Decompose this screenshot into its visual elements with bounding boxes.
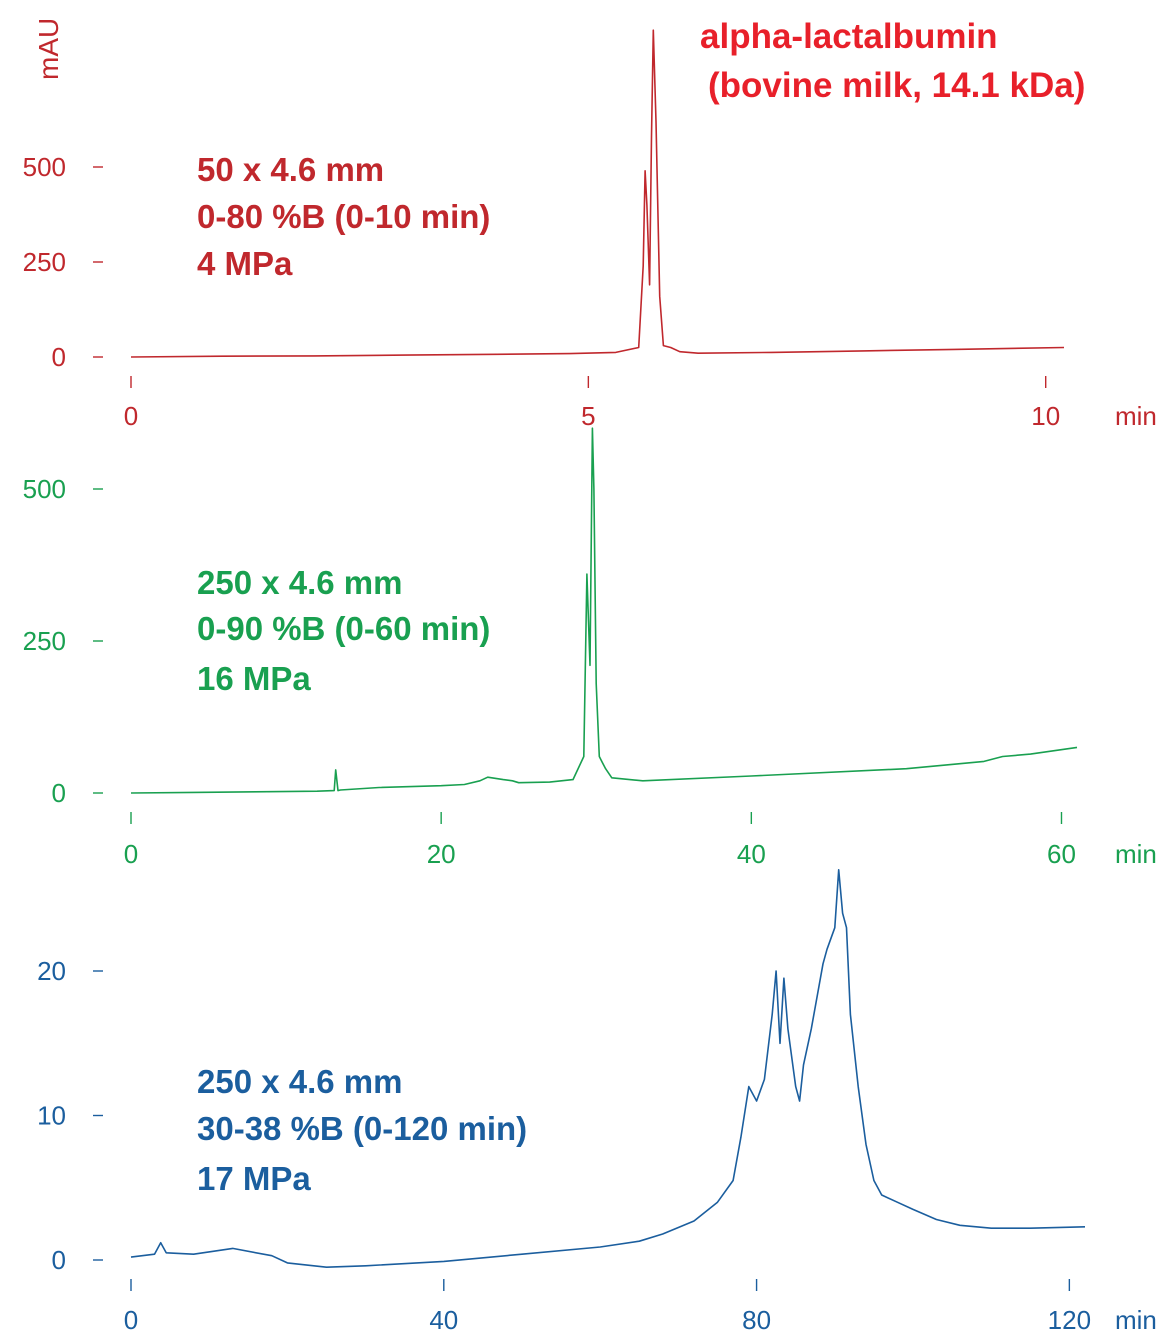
y-tick-label: 250 [23, 626, 66, 656]
condition-text: 0-90 %B (0-60 min) [197, 610, 490, 647]
y-axis-label: mAU [33, 18, 64, 80]
panel-top: 0 250 500 0 5 10 min 50 x 4.6 mm 0-80 %B (0-10 m… [23, 29, 1157, 431]
condition-text: 4 MPa [197, 245, 293, 282]
y-tick-label: 0 [52, 1245, 66, 1275]
y-tick-label: 20 [37, 956, 66, 986]
y-tick-label: 0 [52, 778, 66, 808]
chart-title-line1: alpha-lactalbumin [700, 17, 998, 56]
x-tick-label: 40 [429, 1305, 458, 1330]
x-tick-label: 0 [124, 1305, 138, 1330]
chromatogram-trace [130, 869, 1086, 1268]
condition-text: 16 MPa [197, 660, 311, 697]
x-unit-label: min [1115, 1305, 1157, 1330]
x-tick-label: 60 [1047, 839, 1076, 869]
panel-middle: 0 250 500 0 20 40 60 min 250 x 4.6 mm 0-90 %B (0-… [23, 427, 1157, 869]
x-tick-label: 0 [124, 401, 138, 431]
x-unit-label: min [1115, 839, 1157, 869]
chromatogram-trace [130, 427, 1078, 794]
y-tick-label: 500 [23, 152, 66, 182]
x-tick-label: 5 [581, 401, 595, 431]
x-unit-label: min [1115, 401, 1157, 431]
condition-text: 17 MPa [197, 1160, 311, 1197]
x-tick-label: 80 [742, 1305, 771, 1330]
panel-bottom: 0 10 20 0 40 80 120 min 250 x 4.6 mm 30-38 %B (0-… [37, 869, 1157, 1330]
condition-text: 30-38 %B (0-120 min) [197, 1110, 527, 1147]
chromatogram-trace [130, 29, 1065, 358]
x-tick-label: 20 [427, 839, 456, 869]
x-tick-label: 40 [737, 839, 766, 869]
condition-text: 250 x 4.6 mm [197, 1063, 402, 1100]
y-tick-label: 500 [23, 474, 66, 504]
x-tick-label: 120 [1048, 1305, 1091, 1330]
y-tick-label: 0 [52, 342, 66, 372]
condition-text: 50 x 4.6 mm [197, 151, 384, 188]
x-tick-label: 10 [1031, 401, 1060, 431]
y-tick-label: 10 [37, 1101, 66, 1131]
y-tick-label: 250 [23, 247, 66, 277]
x-tick-label: 0 [124, 839, 138, 869]
chart-title-line2: (bovine milk, 14.1 kDa) [708, 66, 1085, 105]
condition-text: 0-80 %B (0-10 min) [197, 198, 490, 235]
condition-text: 250 x 4.6 mm [197, 564, 402, 601]
